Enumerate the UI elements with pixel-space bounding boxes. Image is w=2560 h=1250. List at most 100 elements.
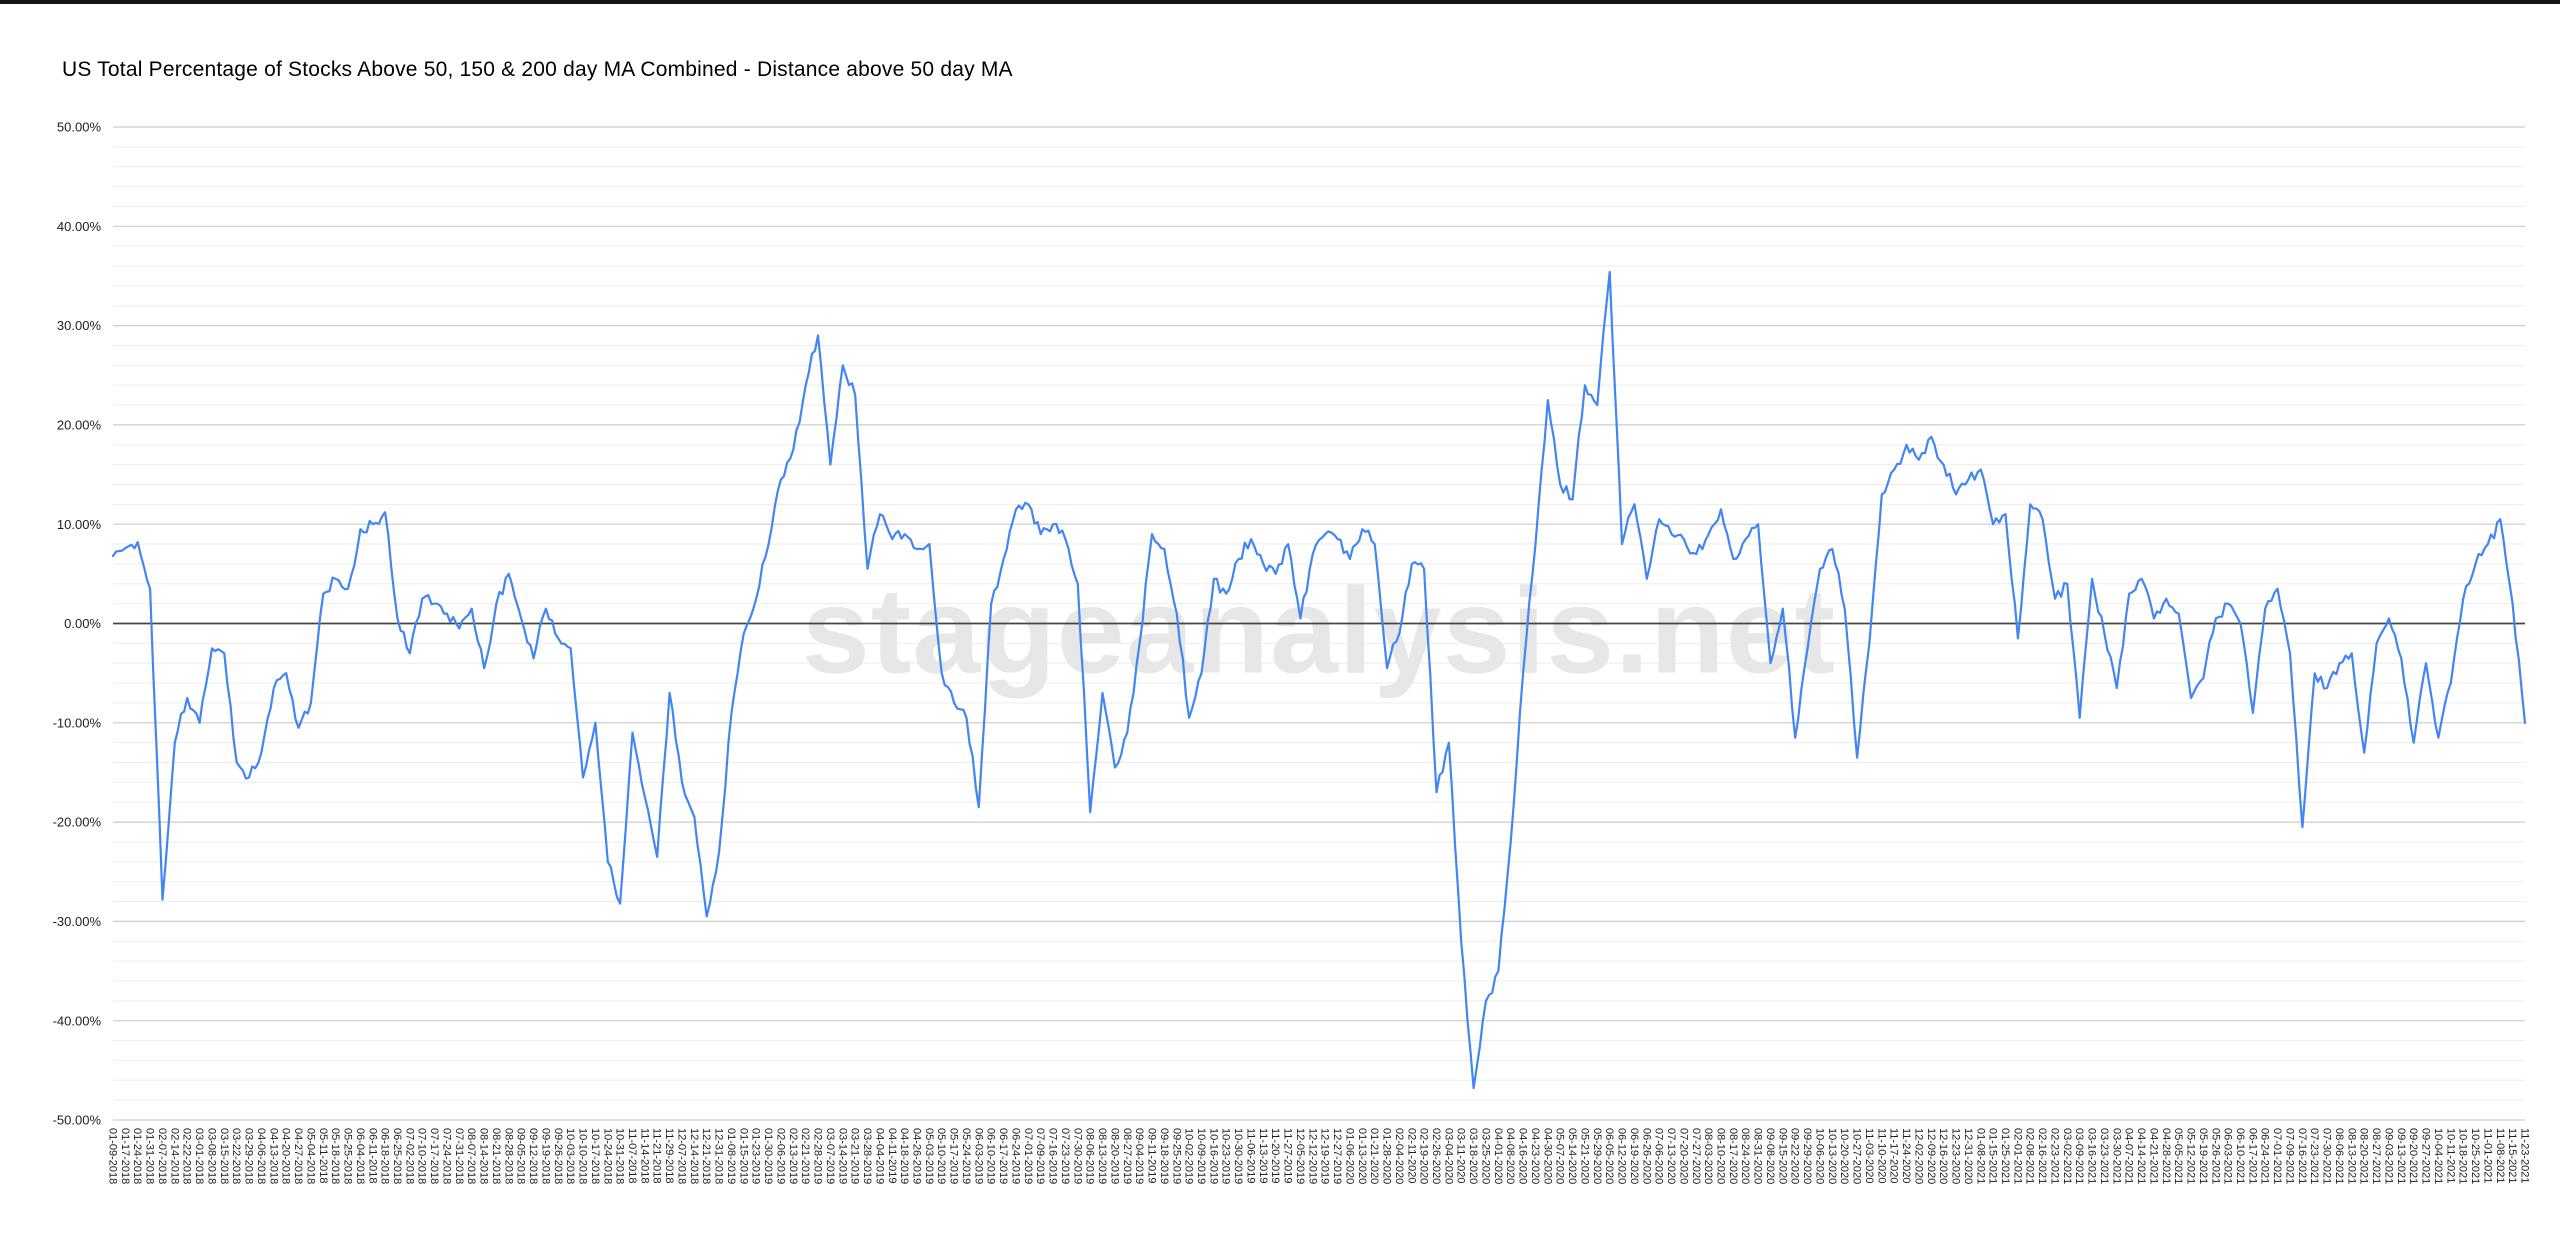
svg-text:08-13-2019: 08-13-2019 <box>1096 1128 1108 1184</box>
svg-text:12-19-2019: 12-19-2019 <box>1319 1128 1331 1184</box>
svg-text:03-14-2019: 03-14-2019 <box>836 1128 848 1184</box>
svg-text:07-31-2018: 07-31-2018 <box>453 1128 465 1184</box>
svg-text:03-11-2020: 03-11-2020 <box>1455 1128 1467 1183</box>
svg-text:01-15-2019: 01-15-2019 <box>737 1128 749 1184</box>
svg-text:09-03-2021: 09-03-2021 <box>2382 1128 2394 1184</box>
svg-text:06-26-2020: 06-26-2020 <box>1640 1128 1652 1184</box>
svg-text:09-13-2021: 09-13-2021 <box>2395 1128 2407 1184</box>
svg-text:05-07-2020: 05-07-2020 <box>1554 1128 1566 1184</box>
svg-text:06-10-2021: 06-10-2021 <box>2234 1128 2246 1184</box>
svg-text:07-01-2019: 07-01-2019 <box>1022 1128 1034 1184</box>
svg-text:11-08-2021: 11-08-2021 <box>2494 1128 2506 1183</box>
svg-text:10-04-2021: 10-04-2021 <box>2432 1128 2444 1184</box>
svg-text:02-14-2018: 02-14-2018 <box>168 1128 180 1184</box>
svg-text:08-10-2020: 08-10-2020 <box>1715 1128 1727 1184</box>
svg-text:08-17-2020: 08-17-2020 <box>1727 1128 1739 1184</box>
svg-text:09-18-2019: 09-18-2019 <box>1158 1128 1170 1184</box>
svg-text:05-04-2018: 05-04-2018 <box>304 1128 316 1184</box>
svg-text:07-10-2018: 07-10-2018 <box>416 1128 428 1184</box>
svg-text:03-22-2018: 03-22-2018 <box>230 1128 242 1184</box>
svg-text:09-20-2021: 09-20-2021 <box>2407 1128 2419 1184</box>
svg-text:04-06-2018: 04-06-2018 <box>255 1128 267 1184</box>
svg-text:06-25-2018: 06-25-2018 <box>391 1128 403 1184</box>
svg-text:09-11-2019: 09-11-2019 <box>1146 1128 1158 1183</box>
svg-text:05-24-2019: 05-24-2019 <box>960 1128 972 1184</box>
svg-text:-10.00%: -10.00% <box>53 715 102 730</box>
svg-text:10-20-2020: 10-20-2020 <box>1838 1128 1850 1184</box>
svg-text:20.00%: 20.00% <box>57 417 102 432</box>
svg-text:30.00%: 30.00% <box>57 318 102 333</box>
svg-text:04-08-2020: 04-08-2020 <box>1504 1128 1516 1184</box>
svg-text:40.00%: 40.00% <box>57 219 102 234</box>
svg-text:10-09-2019: 10-09-2019 <box>1195 1128 1207 1184</box>
svg-text:01-24-2018: 01-24-2018 <box>131 1128 143 1184</box>
svg-text:01-31-2018: 01-31-2018 <box>144 1128 156 1184</box>
svg-text:10-24-2018: 10-24-2018 <box>601 1128 613 1184</box>
svg-text:12-05-2019: 12-05-2019 <box>1294 1128 1306 1184</box>
svg-text:01-21-2020: 01-21-2020 <box>1368 1128 1380 1184</box>
svg-text:11-17-2020: 11-17-2020 <box>1888 1128 1900 1183</box>
svg-text:-30.00%: -30.00% <box>53 914 102 929</box>
svg-text:08-28-2018: 08-28-2018 <box>502 1128 514 1184</box>
svg-text:08-24-2020: 08-24-2020 <box>1739 1128 1751 1184</box>
svg-text:10-31-2018: 10-31-2018 <box>614 1128 626 1184</box>
svg-text:01-25-2021: 01-25-2021 <box>1999 1128 2011 1184</box>
svg-text:08-07-2018: 08-07-2018 <box>465 1128 477 1184</box>
svg-text:05-18-2018: 05-18-2018 <box>329 1128 341 1184</box>
svg-text:04-20-2018: 04-20-2018 <box>280 1128 292 1184</box>
svg-text:06-17-2021: 06-17-2021 <box>2246 1128 2258 1184</box>
svg-text:09-19-2018: 09-19-2018 <box>539 1128 551 1184</box>
svg-text:11-03-2020: 11-03-2020 <box>1863 1128 1875 1183</box>
svg-text:03-25-2020: 03-25-2020 <box>1480 1128 1492 1184</box>
svg-text:07-20-2020: 07-20-2020 <box>1677 1128 1689 1184</box>
svg-text:10-23-2019: 10-23-2019 <box>1220 1128 1232 1184</box>
svg-text:05-10-2019: 05-10-2019 <box>935 1128 947 1184</box>
svg-text:-50.00%: -50.00% <box>53 1113 102 1128</box>
svg-text:04-21-2021: 04-21-2021 <box>2147 1128 2159 1184</box>
svg-text:03-08-2018: 03-08-2018 <box>206 1128 218 1184</box>
svg-text:03-30-2021: 03-30-2021 <box>2110 1128 2122 1184</box>
svg-text:01-09-2018: 01-09-2018 <box>107 1128 119 1184</box>
svg-text:06-10-2019: 06-10-2019 <box>985 1128 997 1184</box>
svg-text:50.00%: 50.00% <box>57 120 102 135</box>
svg-text:10-13-2020: 10-13-2020 <box>1826 1128 1838 1184</box>
svg-text:02-22-2018: 02-22-2018 <box>181 1128 193 1184</box>
svg-text:07-27-2020: 07-27-2020 <box>1690 1128 1702 1184</box>
svg-text:07-23-2019: 07-23-2019 <box>1059 1128 1071 1184</box>
svg-text:11-29-2018: 11-29-2018 <box>663 1128 675 1183</box>
svg-text:10-06-2020: 10-06-2020 <box>1814 1128 1826 1184</box>
svg-text:09-26-2018: 09-26-2018 <box>552 1128 564 1184</box>
svg-text:03-23-2021: 03-23-2021 <box>2098 1128 2110 1184</box>
svg-text:08-06-2021: 08-06-2021 <box>2333 1128 2345 1184</box>
svg-text:05-26-2021: 05-26-2021 <box>2209 1128 2221 1184</box>
svg-text:02-08-2021: 02-08-2021 <box>2024 1128 2036 1184</box>
svg-text:04-01-2020: 04-01-2020 <box>1492 1128 1504 1184</box>
window-top-edge <box>0 0 2560 4</box>
svg-text:06-05-2020: 06-05-2020 <box>1603 1128 1615 1184</box>
svg-text:08-27-2021: 08-27-2021 <box>2370 1128 2382 1184</box>
y-axis-labels: 50.00% 40.00% 30.00% 20.00% 10.00% 0.00% -10.0… <box>53 120 102 1128</box>
svg-text:01-08-2021: 01-08-2021 <box>1974 1128 1986 1184</box>
svg-text:06-24-2021: 06-24-2021 <box>2259 1128 2271 1184</box>
series-line[interactable] <box>111 270 2527 1090</box>
svg-text:03-04-2020: 03-04-2020 <box>1442 1128 1454 1184</box>
svg-text:04-26-2019: 04-26-2019 <box>911 1128 923 1184</box>
svg-text:07-06-2020: 07-06-2020 <box>1653 1128 1665 1184</box>
svg-text:07-23-2021: 07-23-2021 <box>2308 1128 2320 1184</box>
svg-text:06-11-2018: 06-11-2018 <box>366 1128 378 1183</box>
svg-text:07-16-2021: 07-16-2021 <box>2296 1128 2308 1184</box>
svg-text:11-07-2018: 11-07-2018 <box>626 1128 638 1183</box>
svg-text:04-11-2019: 04-11-2019 <box>886 1128 898 1183</box>
svg-text:04-23-2020: 04-23-2020 <box>1529 1128 1541 1184</box>
svg-text:12-14-2018: 12-14-2018 <box>688 1128 700 1184</box>
svg-text:04-27-2018: 04-27-2018 <box>292 1128 304 1184</box>
svg-text:03-01-2018: 03-01-2018 <box>193 1128 205 1184</box>
svg-text:02-26-2020: 02-26-2020 <box>1430 1128 1442 1184</box>
svg-text:02-19-2020: 02-19-2020 <box>1418 1128 1430 1184</box>
svg-text:06-03-2019: 06-03-2019 <box>972 1128 984 1184</box>
svg-text:04-16-2020: 04-16-2020 <box>1517 1128 1529 1184</box>
svg-text:07-30-2021: 07-30-2021 <box>2321 1128 2333 1184</box>
svg-text:02-07-2018: 02-07-2018 <box>156 1128 168 1184</box>
